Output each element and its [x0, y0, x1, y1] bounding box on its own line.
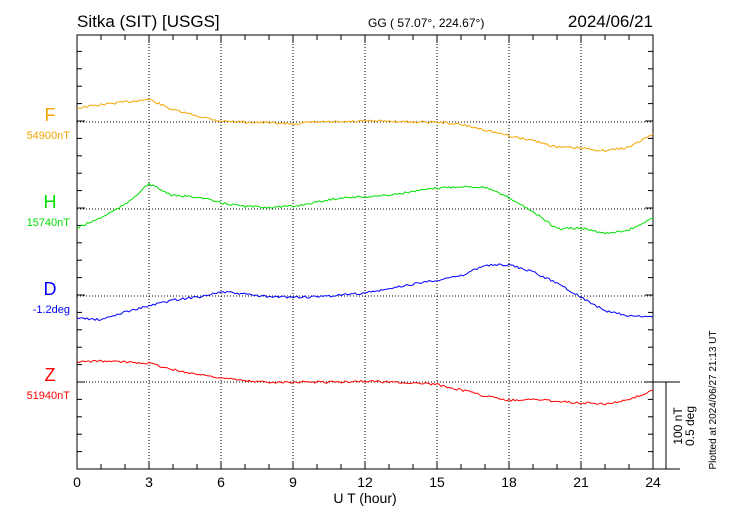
series-line-h	[76, 182, 654, 235]
x-tick-label: 18	[501, 474, 517, 490]
scale-nt-label: 100 nT	[671, 407, 685, 445]
series-labels: F 54900nT H 15740nT D -1.2deg Z 51940nT	[27, 105, 71, 402]
series-name-d: D	[44, 279, 57, 299]
x-tick-label: 9	[289, 474, 297, 490]
x-tick-label: 3	[145, 474, 153, 490]
coordinates: GG ( 57.07°, 224.67°)	[368, 16, 484, 30]
series-name-z: Z	[45, 365, 56, 385]
x-tick-label: 0	[73, 474, 81, 490]
series-line-d	[76, 263, 654, 322]
x-axis-label: U T (hour)	[333, 490, 396, 506]
series-baseline-h: 15740nT	[27, 217, 71, 229]
plotted-timestamp: Plotted at 2024/06/27 21:13 UT	[708, 331, 719, 470]
date: 2024/06/21	[568, 12, 653, 31]
scale-deg-label: 0.5 deg	[683, 406, 697, 446]
series-line-f	[76, 98, 654, 153]
x-tick-label: 12	[357, 474, 373, 490]
scale-bar: 100 nT 0.5 deg	[653, 381, 697, 470]
series-baseline-z: 51940nT	[27, 390, 71, 402]
series-name-f: F	[45, 105, 56, 125]
x-tick-label: 24	[645, 474, 661, 490]
x-tick-label: 6	[217, 474, 225, 490]
x-tick-label: 21	[573, 474, 589, 490]
series-baseline-f: 54900nT	[27, 130, 71, 142]
series-line-z	[76, 359, 654, 406]
series-name-h: H	[44, 192, 57, 212]
series-lines	[76, 98, 654, 406]
axes: 0 3 6 9 12 15 18 21 24	[73, 34, 661, 490]
grid	[77, 35, 653, 469]
x-tick-label: 15	[429, 474, 445, 490]
series-baseline-d: -1.2deg	[33, 304, 70, 316]
station-title: Sitka (SIT) [USGS]	[77, 12, 220, 31]
